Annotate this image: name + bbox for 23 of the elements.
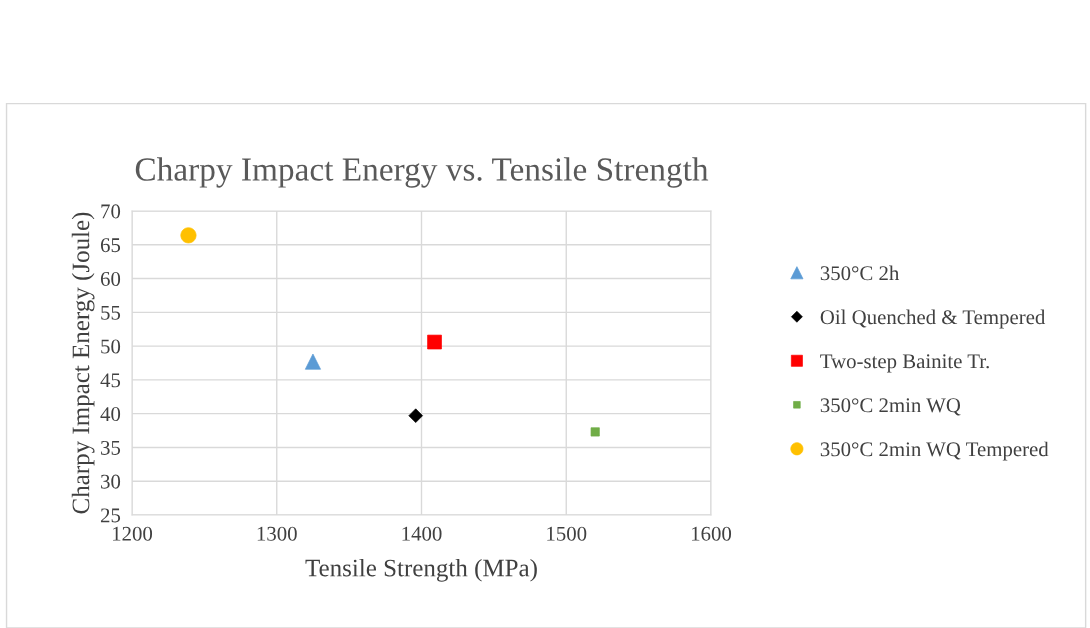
- legend-label: Two-step Bainite Tr.: [820, 354, 989, 373]
- y-tick-label: 50: [101, 339, 121, 354]
- y-tick-label: 30: [101, 474, 121, 489]
- x-tick-label: 1600: [692, 526, 732, 541]
- y-tick-label: 40: [100, 407, 121, 422]
- y-axis-title: Charpy Impact Energy (Joule): [71, 212, 95, 514]
- legend-label: 350°C 2min WQ: [820, 398, 961, 416]
- y-tick-label: 65: [100, 238, 121, 253]
- x-tick-label: 1300: [257, 526, 297, 541]
- x-axis-title: Tensile Strength (MPa): [305, 558, 537, 582]
- y-tick-label: 45: [100, 373, 121, 388]
- y-tick-label: 25: [100, 508, 121, 523]
- y-tick-label: 35: [101, 440, 121, 455]
- x-tick-label: 1500: [547, 526, 587, 541]
- y-tick-label: 60: [100, 271, 121, 286]
- legend-label: 350°C 2min WQ Tempered: [820, 441, 1049, 461]
- chart-title: Charpy Impact Energy vs. Tensile Strength: [135, 157, 709, 188]
- legend-label: 350°C 2h: [820, 265, 900, 281]
- y-tick-label: 55: [101, 305, 121, 320]
- x-tick-label: 1200: [113, 526, 153, 541]
- legend-label: Oil Quenched & Tempered: [820, 309, 1046, 329]
- x-tick-label: 1400: [402, 526, 442, 541]
- y-tick-label: 70: [101, 204, 121, 219]
